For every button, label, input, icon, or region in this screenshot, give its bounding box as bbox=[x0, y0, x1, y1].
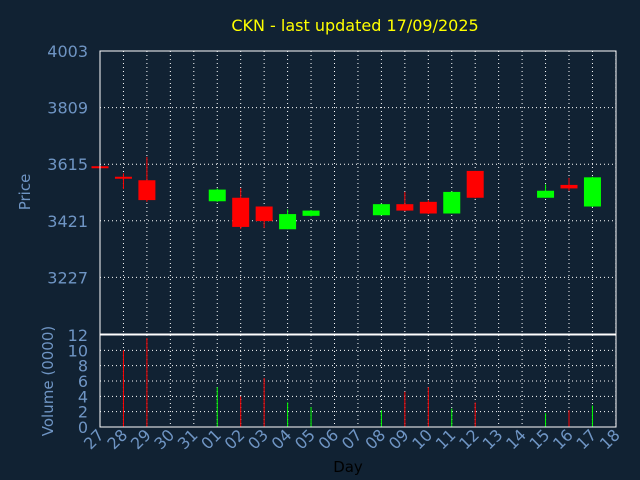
price-axis-ticks: 4003 3809 3615 3421 3227 bbox=[47, 42, 88, 287]
price-tick-label: 3227 bbox=[47, 268, 88, 287]
volume-bars bbox=[99, 338, 593, 427]
x-axis-label: Day bbox=[333, 458, 363, 476]
volume-tick-label: 2 bbox=[78, 403, 88, 422]
price-panel-frame bbox=[99, 50, 617, 335]
candle-body bbox=[208, 189, 226, 202]
candle-body bbox=[302, 210, 320, 216]
price-tick-label: 3809 bbox=[47, 99, 88, 118]
volume-axis-label: Volume (0000) bbox=[39, 326, 57, 436]
volume-tick-label: 4 bbox=[78, 387, 88, 406]
candle-body bbox=[255, 206, 273, 222]
candle-body bbox=[114, 176, 132, 179]
candle-body bbox=[138, 180, 156, 201]
candle-body bbox=[537, 190, 555, 198]
volume-tick-label: 8 bbox=[78, 357, 88, 376]
price-tick-label: 4003 bbox=[47, 42, 88, 61]
volume-tick-label: 6 bbox=[78, 372, 88, 391]
candle-body bbox=[279, 214, 297, 230]
volume-grid bbox=[99, 334, 617, 428]
candle-body bbox=[419, 201, 437, 214]
price-tick-label: 3615 bbox=[47, 155, 88, 174]
chart-title: CKN - last updated 17/09/2025 bbox=[231, 16, 478, 35]
price-tick-label: 3421 bbox=[47, 212, 88, 231]
volume-panel-frame bbox=[99, 334, 617, 428]
volume-tick-label: 0 bbox=[78, 418, 88, 437]
candle-body bbox=[372, 204, 390, 216]
candle-body bbox=[396, 204, 414, 211]
candle-body bbox=[560, 184, 578, 189]
x-axis-ticks: 2728293031010203040506070809101112131415… bbox=[80, 425, 624, 453]
price-axis-label: Price bbox=[16, 174, 34, 211]
x-tick-label: 18 bbox=[596, 425, 624, 453]
volume-tick-label: 10 bbox=[68, 341, 88, 360]
candle-body bbox=[443, 191, 461, 214]
candle-body bbox=[232, 197, 250, 227]
volume-tick-label: 12 bbox=[68, 326, 88, 345]
candle-body bbox=[466, 170, 484, 198]
candle-body bbox=[583, 177, 601, 207]
price-candles bbox=[91, 156, 601, 230]
